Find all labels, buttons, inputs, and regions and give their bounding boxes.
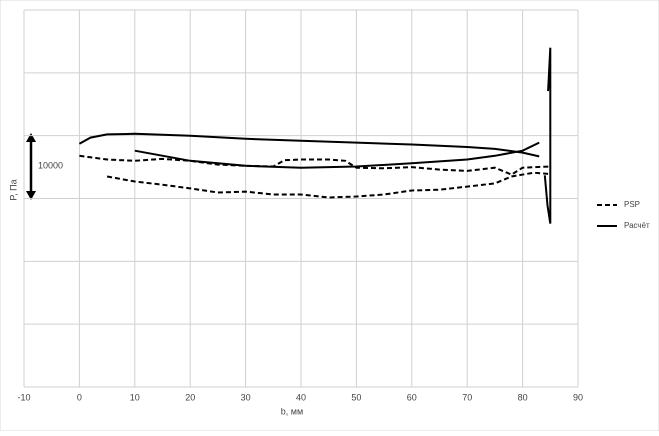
x-tick-label: 30 xyxy=(241,392,251,402)
legend-label: Расчёт xyxy=(624,221,650,230)
annotation: 10000 xyxy=(38,160,63,170)
legend-label: PSP xyxy=(624,200,640,209)
x-tick-label: 10 xyxy=(130,392,140,402)
x-tick-label: 90 xyxy=(573,392,583,402)
x-tick-label: 70 xyxy=(462,392,472,402)
series-line xyxy=(79,154,551,199)
x-tick-label: -10 xyxy=(17,392,30,402)
x-tick-label: 50 xyxy=(351,392,361,402)
x-tick-label: 60 xyxy=(407,392,417,402)
x-tick-label: 20 xyxy=(185,392,195,402)
x-tick-label: 0 xyxy=(77,392,82,402)
x-tick-label: 40 xyxy=(296,392,306,402)
x-axis-label: b, мм xyxy=(281,406,303,416)
x-tick-label: 80 xyxy=(518,392,528,402)
y-axis-label: P, Па xyxy=(8,179,18,200)
annotation-arrow xyxy=(26,133,36,200)
series-line xyxy=(78,47,552,224)
